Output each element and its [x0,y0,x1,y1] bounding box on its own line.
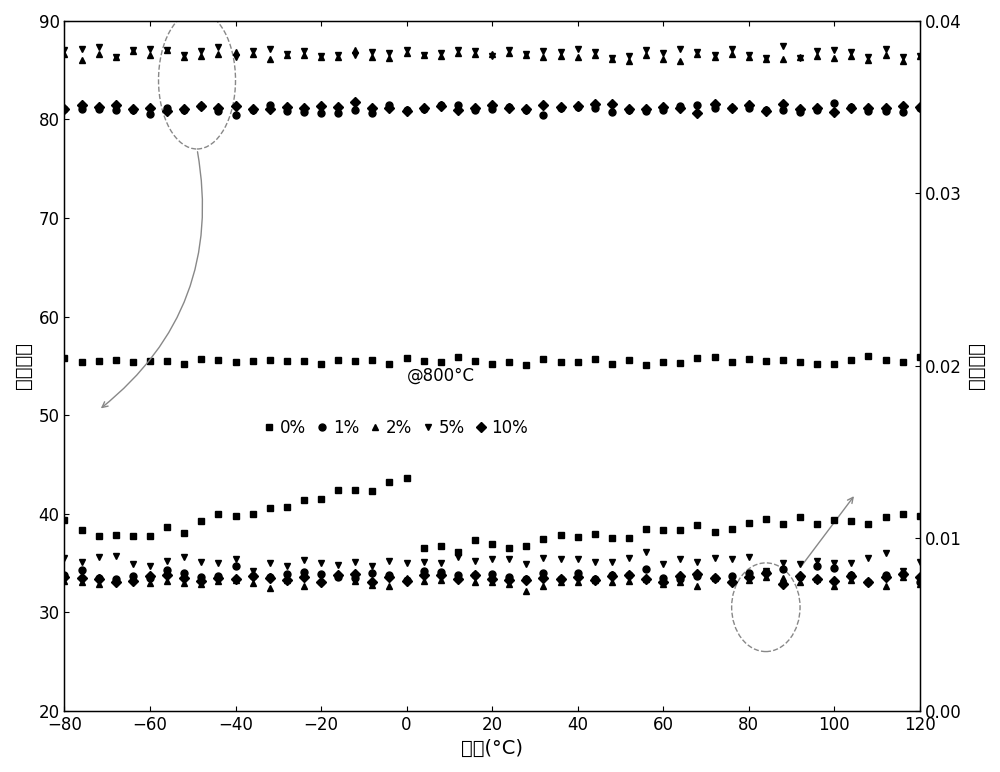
Y-axis label: 介电常数: 介电常数 [14,342,33,389]
X-axis label: 温度(°C): 温度(°C) [461,739,523,758]
Y-axis label: 介电损耗: 介电损耗 [967,342,986,389]
Legend: 0%, 1%, 2%, 5%, 10%: 0%, 1%, 2%, 5%, 10% [257,412,535,443]
Text: @800°C: @800°C [407,367,475,384]
